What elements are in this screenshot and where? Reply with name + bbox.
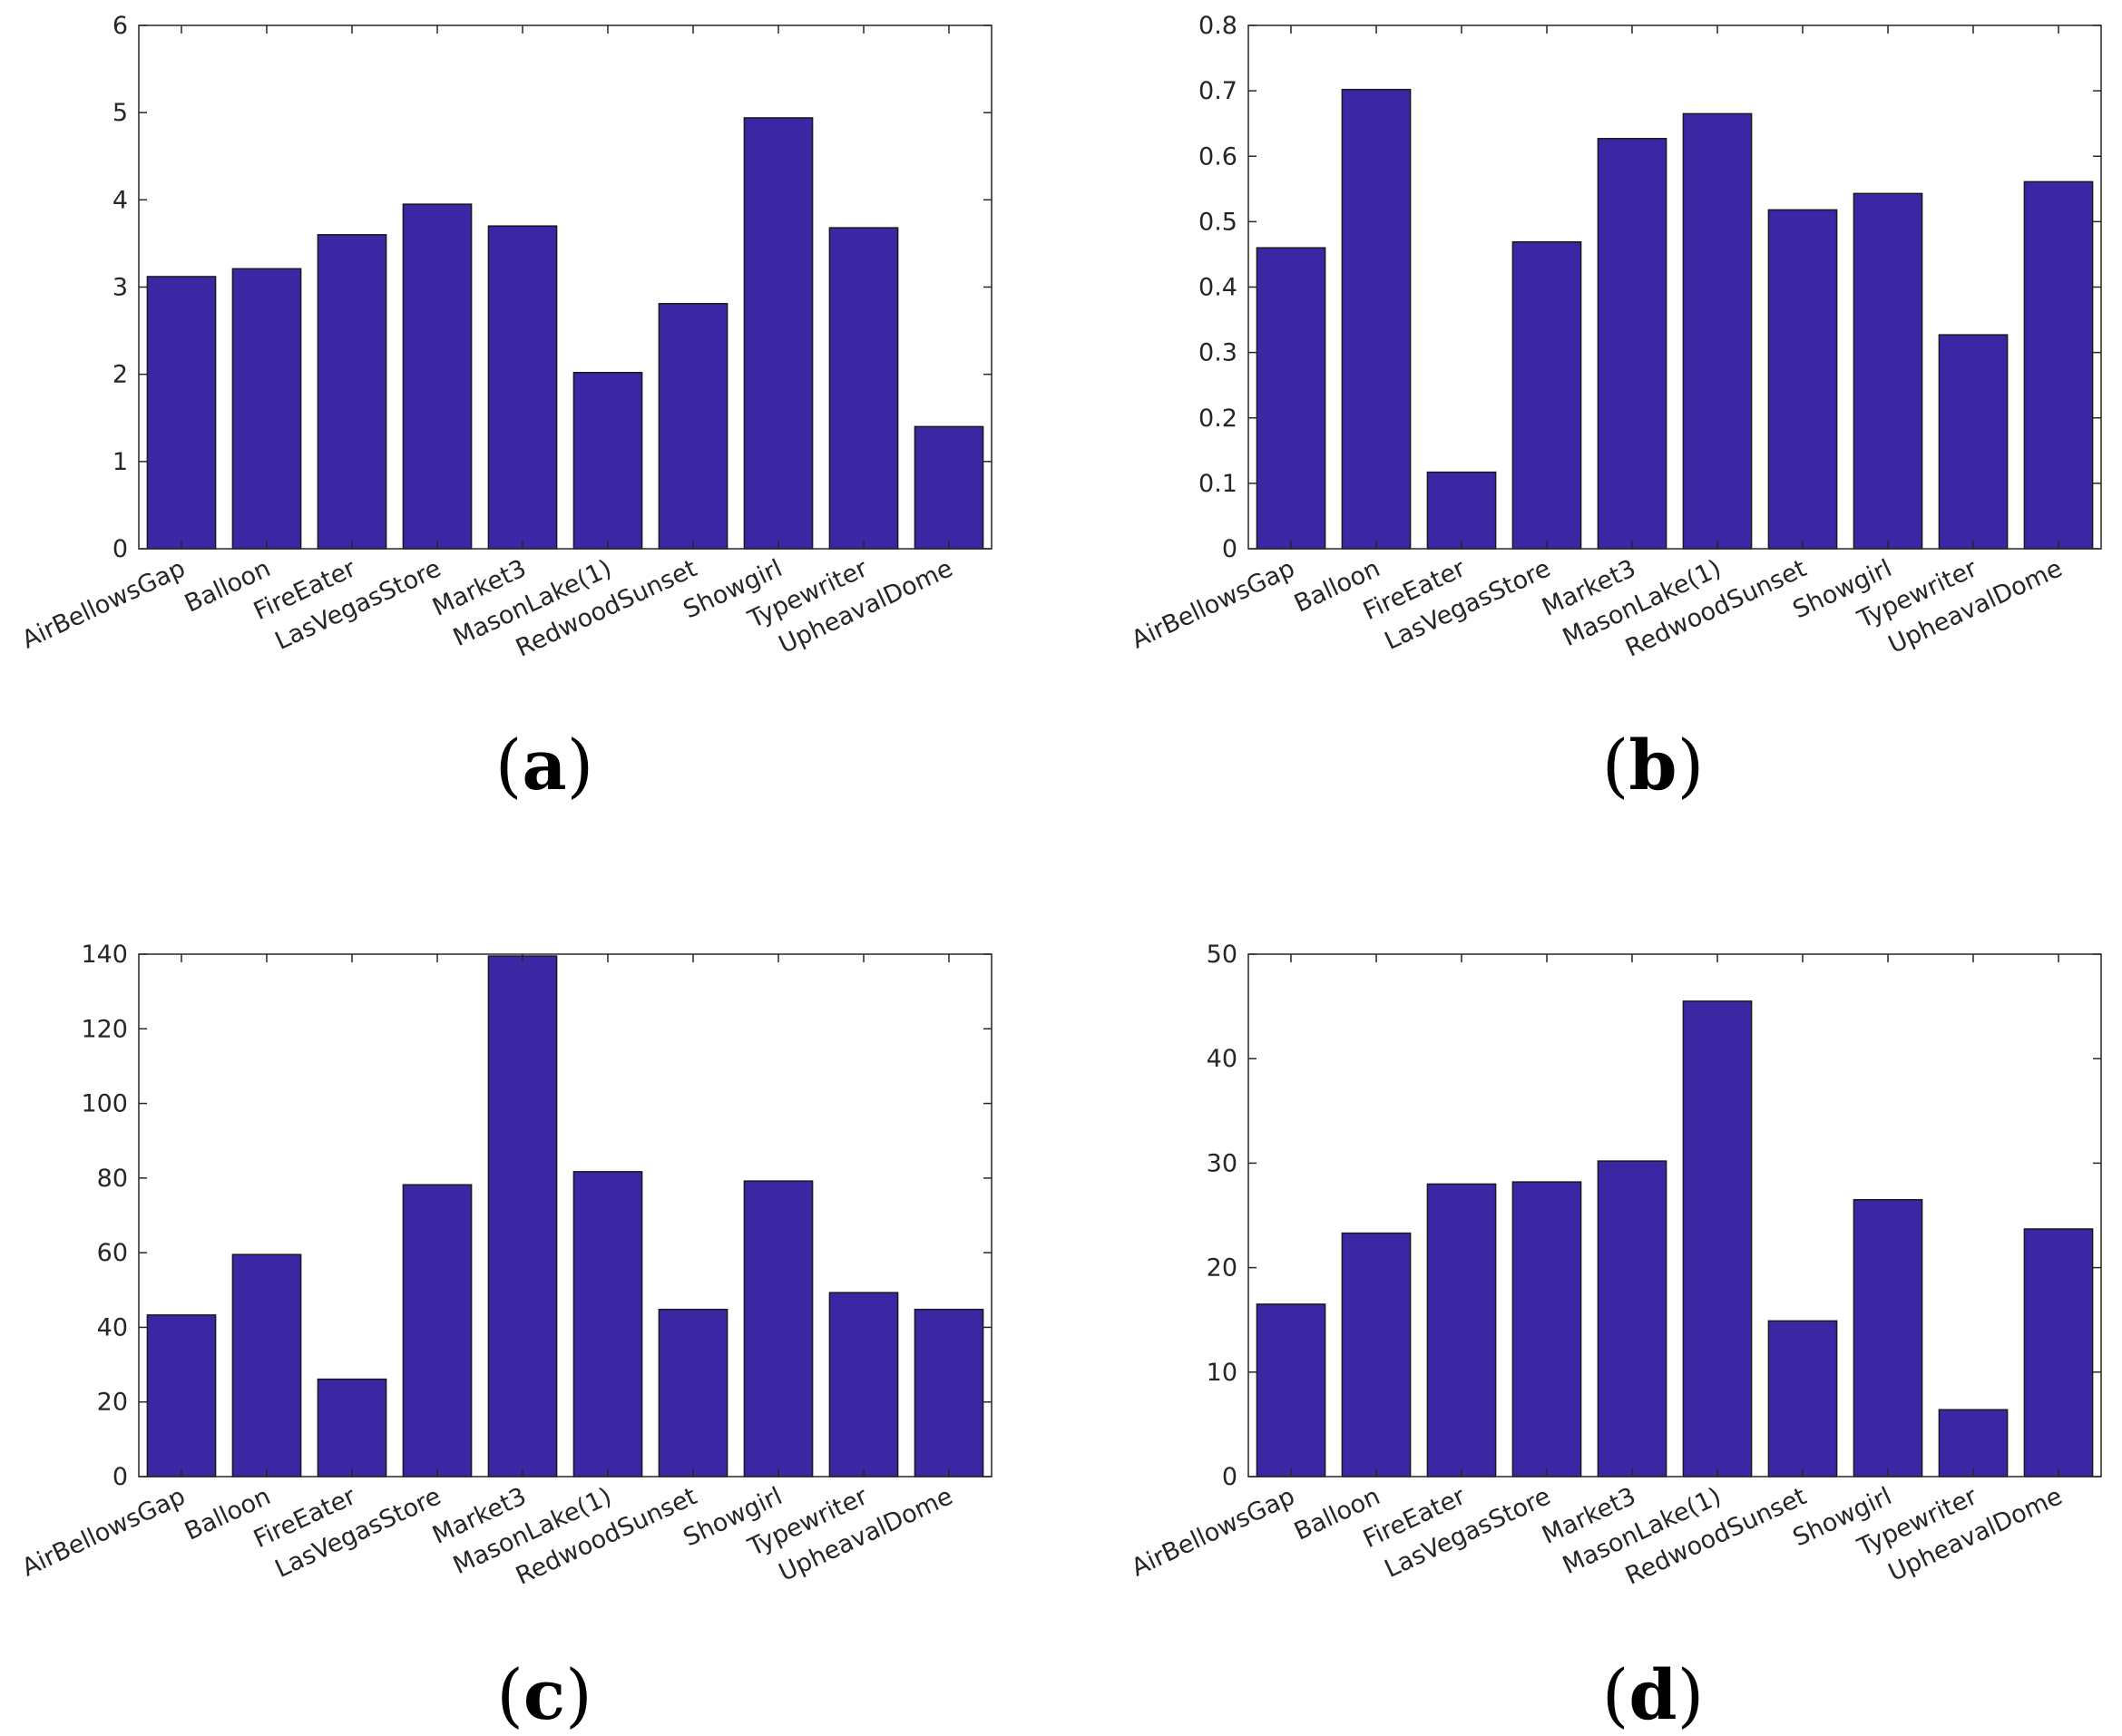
y-tick-label: 60 bbox=[97, 1239, 128, 1267]
bar-RedwoodSunset bbox=[658, 1308, 729, 1478]
bar-Market3 bbox=[487, 225, 558, 550]
y-tick-label: 10 bbox=[1207, 1359, 1237, 1387]
y-tick-label: 4 bbox=[112, 186, 128, 214]
bar-Balloon bbox=[1341, 88, 1412, 550]
y-tick-label: 0.2 bbox=[1198, 405, 1237, 433]
y-tick-label: 0 bbox=[112, 535, 128, 563]
bar-AirBellowsGap bbox=[146, 1314, 217, 1478]
bar-LasVegasStore bbox=[402, 1184, 473, 1478]
y-tick-label: 0 bbox=[1222, 1463, 1237, 1491]
bar-LasVegasStore bbox=[1511, 240, 1582, 550]
y-tick-label: 2 bbox=[112, 361, 128, 389]
bar-Showgirl bbox=[743, 1180, 814, 1478]
y-tick-label: 20 bbox=[97, 1389, 128, 1417]
bar-FireEater bbox=[1426, 471, 1497, 550]
bar-UpheavalDome bbox=[2023, 180, 2094, 550]
bar-Showgirl bbox=[743, 117, 814, 550]
y-tick-label: 50 bbox=[1207, 941, 1237, 969]
chart-panel-d: 01020304050AirBellowsGapBalloonFireEater… bbox=[1128, 941, 2102, 1735]
y-tick-label: 0.6 bbox=[1198, 142, 1237, 171]
panel-label: (b) bbox=[1602, 725, 1704, 805]
y-tick-label: 1 bbox=[112, 448, 128, 476]
bar-FireEater bbox=[317, 1378, 387, 1478]
y-tick-label: 6 bbox=[112, 12, 128, 40]
bar-AirBellowsGap bbox=[1256, 1303, 1326, 1478]
bar-AirBellowsGap bbox=[1256, 247, 1326, 550]
chart-panel-a: 0123456AirBellowsGapBalloonFireEaterLasV… bbox=[18, 12, 993, 805]
y-tick-label: 0 bbox=[112, 1463, 128, 1491]
chart-panel-c: 020406080100120140AirBellowsGapBalloonFi… bbox=[18, 941, 993, 1735]
bar-Showgirl bbox=[1853, 1198, 1923, 1478]
bar-RedwoodSunset bbox=[1767, 1320, 1838, 1478]
bar-AirBellowsGap bbox=[146, 276, 217, 550]
bar-FireEater bbox=[317, 234, 387, 550]
bar-Typewriter bbox=[828, 1292, 899, 1478]
bar-Market3 bbox=[1597, 138, 1667, 550]
panel-label: (c) bbox=[496, 1654, 592, 1735]
bar-MasonLake(1) bbox=[572, 1171, 643, 1478]
panel-label: (d) bbox=[1602, 1654, 1704, 1735]
y-tick-label: 100 bbox=[81, 1090, 128, 1118]
bar-MasonLake(1) bbox=[1682, 112, 1753, 550]
x-tick-label: AirBellowsGap bbox=[18, 1482, 190, 1582]
bar-Typewriter bbox=[1938, 1409, 2009, 1478]
y-tick-label: 3 bbox=[112, 274, 128, 302]
plot-frame bbox=[1247, 953, 2102, 1478]
bar-Typewriter bbox=[1938, 334, 2009, 550]
y-tick-label: 0.7 bbox=[1198, 77, 1237, 105]
bar-Balloon bbox=[1341, 1232, 1412, 1478]
y-tick-label: 0.3 bbox=[1198, 339, 1237, 367]
bar-UpheavalDome bbox=[914, 1308, 984, 1478]
bar-MasonLake(1) bbox=[1682, 1000, 1753, 1478]
panel-label: (a) bbox=[495, 725, 594, 805]
bar-Typewriter bbox=[828, 227, 899, 550]
chart-panel-b: 00.10.20.30.40.50.60.70.8AirBellowsGapBa… bbox=[1128, 12, 2102, 805]
bar-RedwoodSunset bbox=[1767, 209, 1838, 550]
bar-RedwoodSunset bbox=[658, 303, 729, 550]
bar-LasVegasStore bbox=[402, 203, 473, 550]
y-tick-label: 20 bbox=[1207, 1254, 1237, 1282]
y-tick-label: 40 bbox=[1207, 1045, 1237, 1073]
bar-UpheavalDome bbox=[2023, 1228, 2094, 1478]
bar-Market3 bbox=[487, 955, 558, 1478]
bar-Balloon bbox=[231, 268, 302, 550]
y-tick-label: 80 bbox=[97, 1165, 128, 1193]
y-tick-label: 0.1 bbox=[1198, 470, 1237, 498]
x-tick-label: AirBellowsGap bbox=[1128, 1482, 1299, 1582]
x-tick-label: AirBellowsGap bbox=[1128, 554, 1299, 654]
bar-MasonLake(1) bbox=[572, 371, 643, 550]
y-tick-label: 5 bbox=[112, 99, 128, 127]
y-tick-label: 0.8 bbox=[1198, 12, 1237, 40]
bar-Balloon bbox=[231, 1253, 302, 1478]
bar-LasVegasStore bbox=[1511, 1181, 1582, 1478]
y-tick-label: 30 bbox=[1207, 1149, 1237, 1177]
plot-frame bbox=[138, 953, 993, 1478]
y-tick-label: 0.5 bbox=[1198, 208, 1237, 236]
y-tick-label: 0.4 bbox=[1198, 274, 1237, 302]
bar-Showgirl bbox=[1853, 192, 1923, 550]
y-tick-label: 40 bbox=[97, 1313, 128, 1341]
x-tick-label: AirBellowsGap bbox=[18, 554, 190, 654]
bar-FireEater bbox=[1426, 1183, 1497, 1478]
y-tick-label: 0 bbox=[1222, 535, 1237, 563]
y-tick-label: 140 bbox=[81, 941, 128, 969]
y-tick-label: 120 bbox=[81, 1015, 128, 1043]
bar-Market3 bbox=[1597, 1160, 1667, 1478]
bar-UpheavalDome bbox=[914, 425, 984, 550]
